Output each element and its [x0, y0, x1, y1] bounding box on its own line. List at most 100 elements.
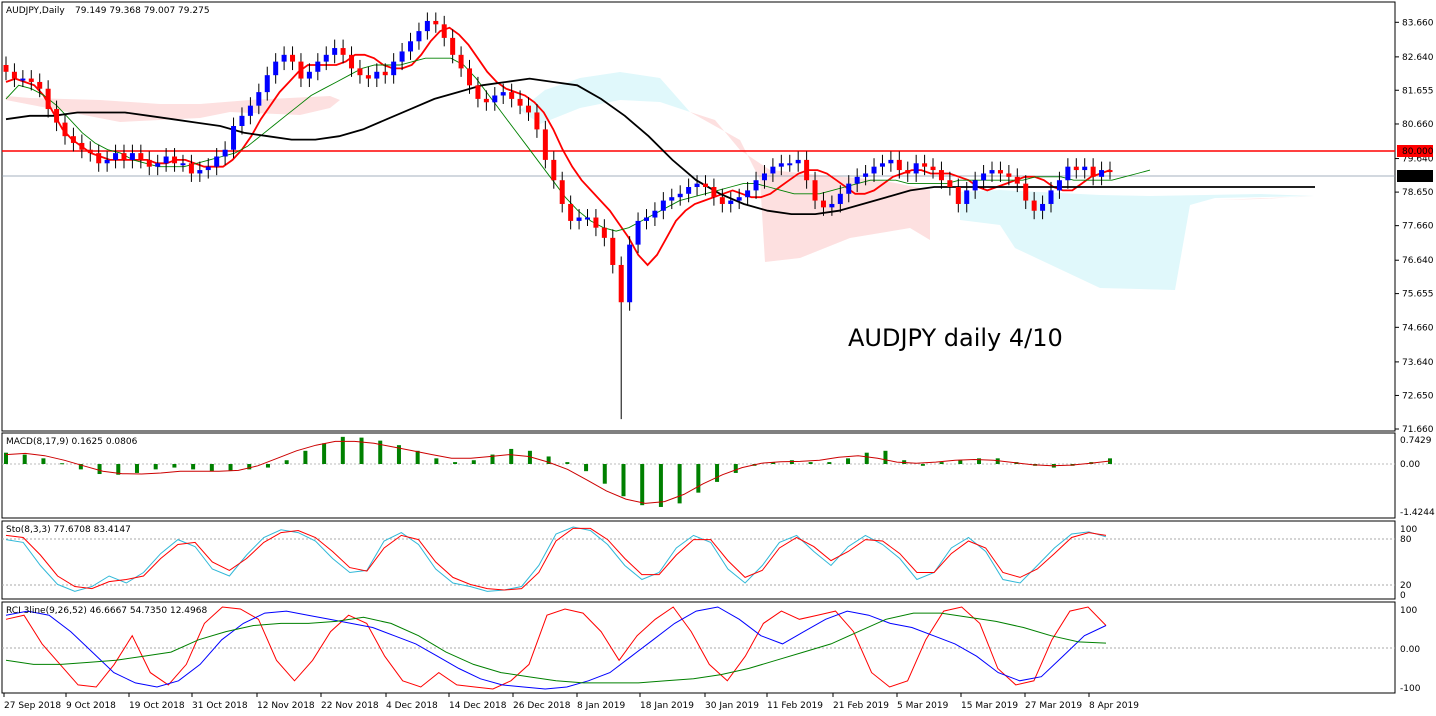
macd-bar	[340, 436, 345, 464]
price-axis: 83.660 82.640 81.655 80.660 79.640 78.650 77.6…	[1395, 18, 1434, 435]
candle-down	[542, 129, 548, 160]
macd-bar	[565, 462, 570, 464]
candle-up	[231, 126, 237, 150]
candle-down	[441, 24, 447, 38]
rci-line-rci52	[5, 612, 1107, 684]
candle-down	[559, 180, 565, 204]
candle-down	[517, 98, 523, 106]
macd-tick-top: 0.7429	[1400, 436, 1432, 446]
candle-up	[669, 197, 675, 201]
price-tick-label: 71.660	[1402, 425, 1434, 435]
macd-tick-bottom: -1.4244	[1400, 508, 1435, 518]
candle-down	[121, 153, 127, 160]
macd-bar	[509, 448, 514, 464]
candle-up	[728, 200, 734, 204]
candle-down	[450, 37, 456, 55]
candle-up	[247, 105, 253, 116]
stoch-tick-80: 80	[1400, 535, 1412, 545]
candle-up	[374, 71, 380, 79]
macd-bar	[658, 464, 663, 507]
stoch-panel-frame	[1, 520, 1396, 600]
candle-down	[568, 203, 574, 221]
candle-up	[770, 166, 776, 174]
candle-down	[804, 159, 810, 181]
macd-bar	[977, 458, 982, 464]
candle-down	[947, 180, 953, 188]
candle-up	[113, 153, 119, 160]
macd-bar	[677, 464, 682, 504]
candle-down	[1006, 173, 1012, 177]
rci-lines	[5, 606, 1107, 690]
candle-down	[340, 48, 346, 55]
candle-up	[677, 193, 683, 198]
date-tick-label: 30 Jan 2019	[705, 701, 759, 711]
macd-bar	[602, 464, 607, 484]
candle-up	[281, 54, 287, 62]
candle-up	[660, 200, 666, 211]
candle-down	[188, 163, 194, 174]
candle-up	[576, 217, 582, 221]
candle-down	[601, 227, 607, 238]
candle-up	[871, 166, 877, 174]
macd-bar	[864, 452, 869, 464]
candle-down	[96, 153, 102, 164]
macd-bar	[191, 464, 196, 470]
candle-up	[863, 173, 869, 177]
candle-up	[694, 183, 700, 188]
candle-up	[399, 51, 405, 62]
candle-up	[829, 203, 835, 208]
date-tick-label: 11 Feb 2019	[767, 701, 823, 711]
date-tick-label: 8 Jan 2019	[577, 701, 625, 711]
date-tick-label: 12 Nov 2018	[257, 701, 315, 711]
candle-up	[888, 159, 894, 164]
candle-down	[551, 159, 557, 181]
candle-down	[922, 163, 928, 167]
macd-bar	[322, 443, 327, 464]
candle-down	[79, 142, 85, 150]
macd-label: MACD(8,17,9) 0.1625 0.0806	[6, 437, 138, 447]
price-tick-label: 80.660	[1402, 120, 1434, 130]
macd-bar	[490, 454, 495, 464]
candle-down	[475, 85, 481, 99]
date-tick-label: 31 Oct 2018	[192, 701, 248, 711]
macd-bar	[265, 464, 270, 468]
candle-up	[424, 20, 430, 32]
price-tick-label: 77.660	[1402, 222, 1434, 232]
candle-up	[416, 31, 422, 42]
date-tick-label: 4 Dec 2018	[386, 701, 438, 711]
candle-up	[736, 197, 742, 201]
candle-down	[1073, 166, 1079, 171]
macd-bar	[415, 450, 420, 464]
macd-bar	[60, 463, 65, 465]
candle-down	[11, 71, 17, 79]
candle-down	[37, 81, 43, 89]
macd-bar	[640, 464, 645, 506]
candle-up	[500, 92, 506, 96]
date-tick-label: 19 Oct 2018	[129, 701, 185, 711]
candle-up	[20, 78, 26, 81]
price-tick-label: 72.650	[1402, 391, 1434, 401]
candle-up	[1099, 170, 1105, 177]
macd-bar	[789, 460, 794, 464]
candle-up	[879, 163, 885, 167]
candles	[3, 12, 1113, 420]
rci-line-rci26	[5, 606, 1107, 690]
date-tick-label: 27 Mar 2019	[1025, 701, 1082, 711]
ma-line-mid	[5, 57, 1151, 232]
candle-down	[1107, 170, 1113, 173]
cloud-bull-segment	[520, 72, 690, 124]
candle-up	[163, 156, 169, 164]
macd-bar	[883, 450, 888, 464]
candle-down	[467, 68, 473, 86]
macd-bar	[153, 464, 158, 470]
candle-up	[1082, 166, 1088, 171]
price-tick-label: 83.660	[1402, 18, 1434, 28]
candle-down	[955, 187, 961, 204]
candle-up	[652, 210, 658, 218]
stoch-line-main	[5, 526, 1107, 592]
candle-down	[146, 159, 152, 167]
chart-symbol: AUDJPY,Daily	[6, 6, 65, 16]
candle-up	[323, 54, 329, 62]
price-tick-label: 82.640	[1402, 53, 1434, 63]
